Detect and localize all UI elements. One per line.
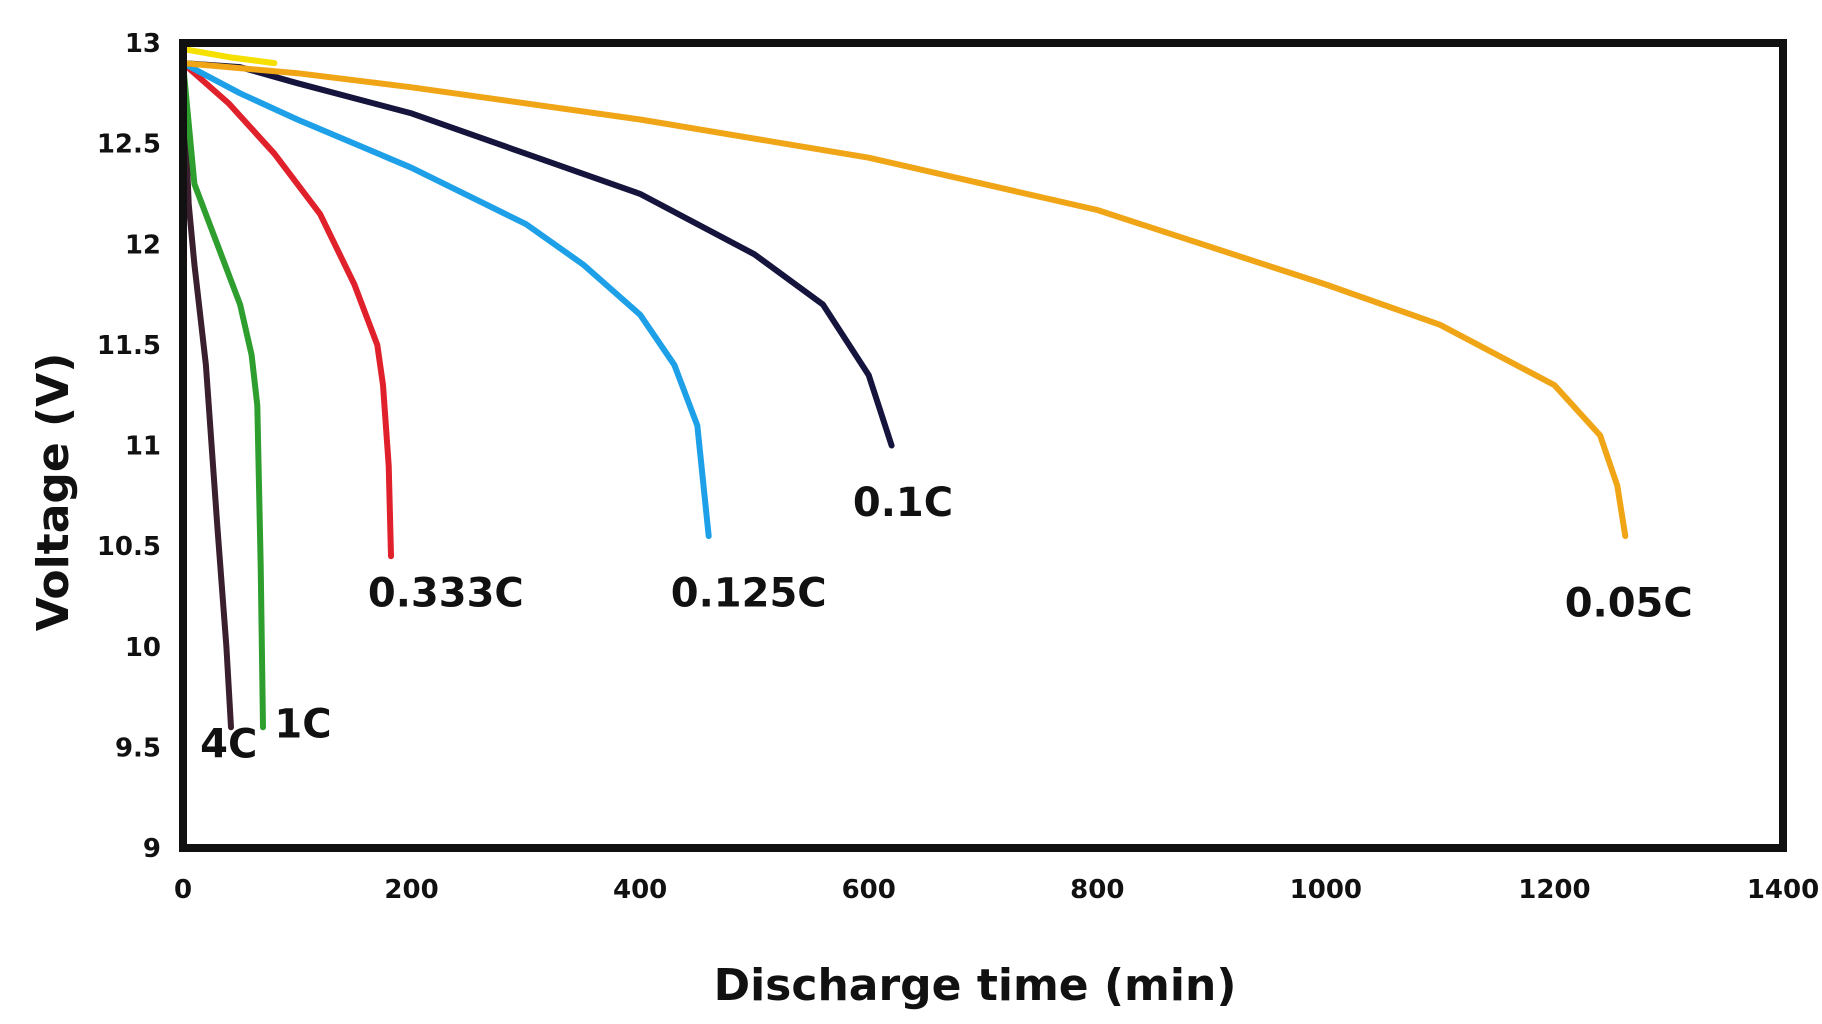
x-tick-label: 1400 — [1747, 875, 1819, 905]
series-label-0-125c: 0.125C — [671, 571, 827, 617]
y-tick-label: 9.5 — [115, 733, 161, 763]
y-tick-label: 9 — [143, 834, 161, 864]
x-tick-label: 400 — [613, 875, 667, 905]
series-line-4c — [180, 60, 234, 731]
y-tick-label: 10 — [125, 633, 161, 663]
x-tick-label: 200 — [384, 875, 438, 905]
y-tick-labels: 9 9.5 10 10.5 11 11.5 12 12.5 13 — [97, 29, 161, 864]
y-tick-label: 11.5 — [97, 331, 161, 361]
series-label-0-05c: 0.05C — [1565, 581, 1693, 627]
series-line-unlabeled-6 — [180, 46, 278, 67]
series-labels: 4C 1C 0.333C 0.125C 0.1C 0.05C — [200, 480, 1693, 768]
series-layer — [180, 46, 1629, 731]
x-axis-title: Discharge time (min) — [714, 960, 1237, 1011]
y-tick-label: 11 — [125, 432, 161, 462]
series-line-1c — [180, 60, 266, 731]
series-line-0-125c — [180, 60, 712, 540]
x-tick-label: 600 — [842, 875, 896, 905]
y-tick-label: 13 — [125, 29, 161, 59]
y-tick-label: 12.5 — [97, 130, 161, 160]
series-label-0-333c: 0.333C — [368, 571, 524, 617]
x-tick-labels: 0 200 400 600 800 1000 1200 1400 — [174, 875, 1819, 905]
series-line-0-05c — [180, 60, 1629, 540]
series-line-0-1c — [180, 60, 895, 449]
y-axis-title: Voltage (V) — [28, 353, 79, 632]
series-label-4c: 4C — [200, 721, 257, 767]
series-label-0-1c: 0.1C — [853, 480, 953, 526]
y-tick-label: 10.5 — [97, 532, 161, 562]
y-tick-label: 12 — [125, 230, 161, 260]
x-tick-label: 0 — [174, 875, 192, 905]
plot-frame — [179, 39, 1787, 852]
x-tick-label: 1000 — [1290, 875, 1362, 905]
series-line-0-333c — [180, 60, 394, 560]
x-tick-label: 1200 — [1518, 875, 1590, 905]
series-label-1c: 1C — [274, 701, 331, 747]
x-tick-label: 800 — [1070, 875, 1124, 905]
